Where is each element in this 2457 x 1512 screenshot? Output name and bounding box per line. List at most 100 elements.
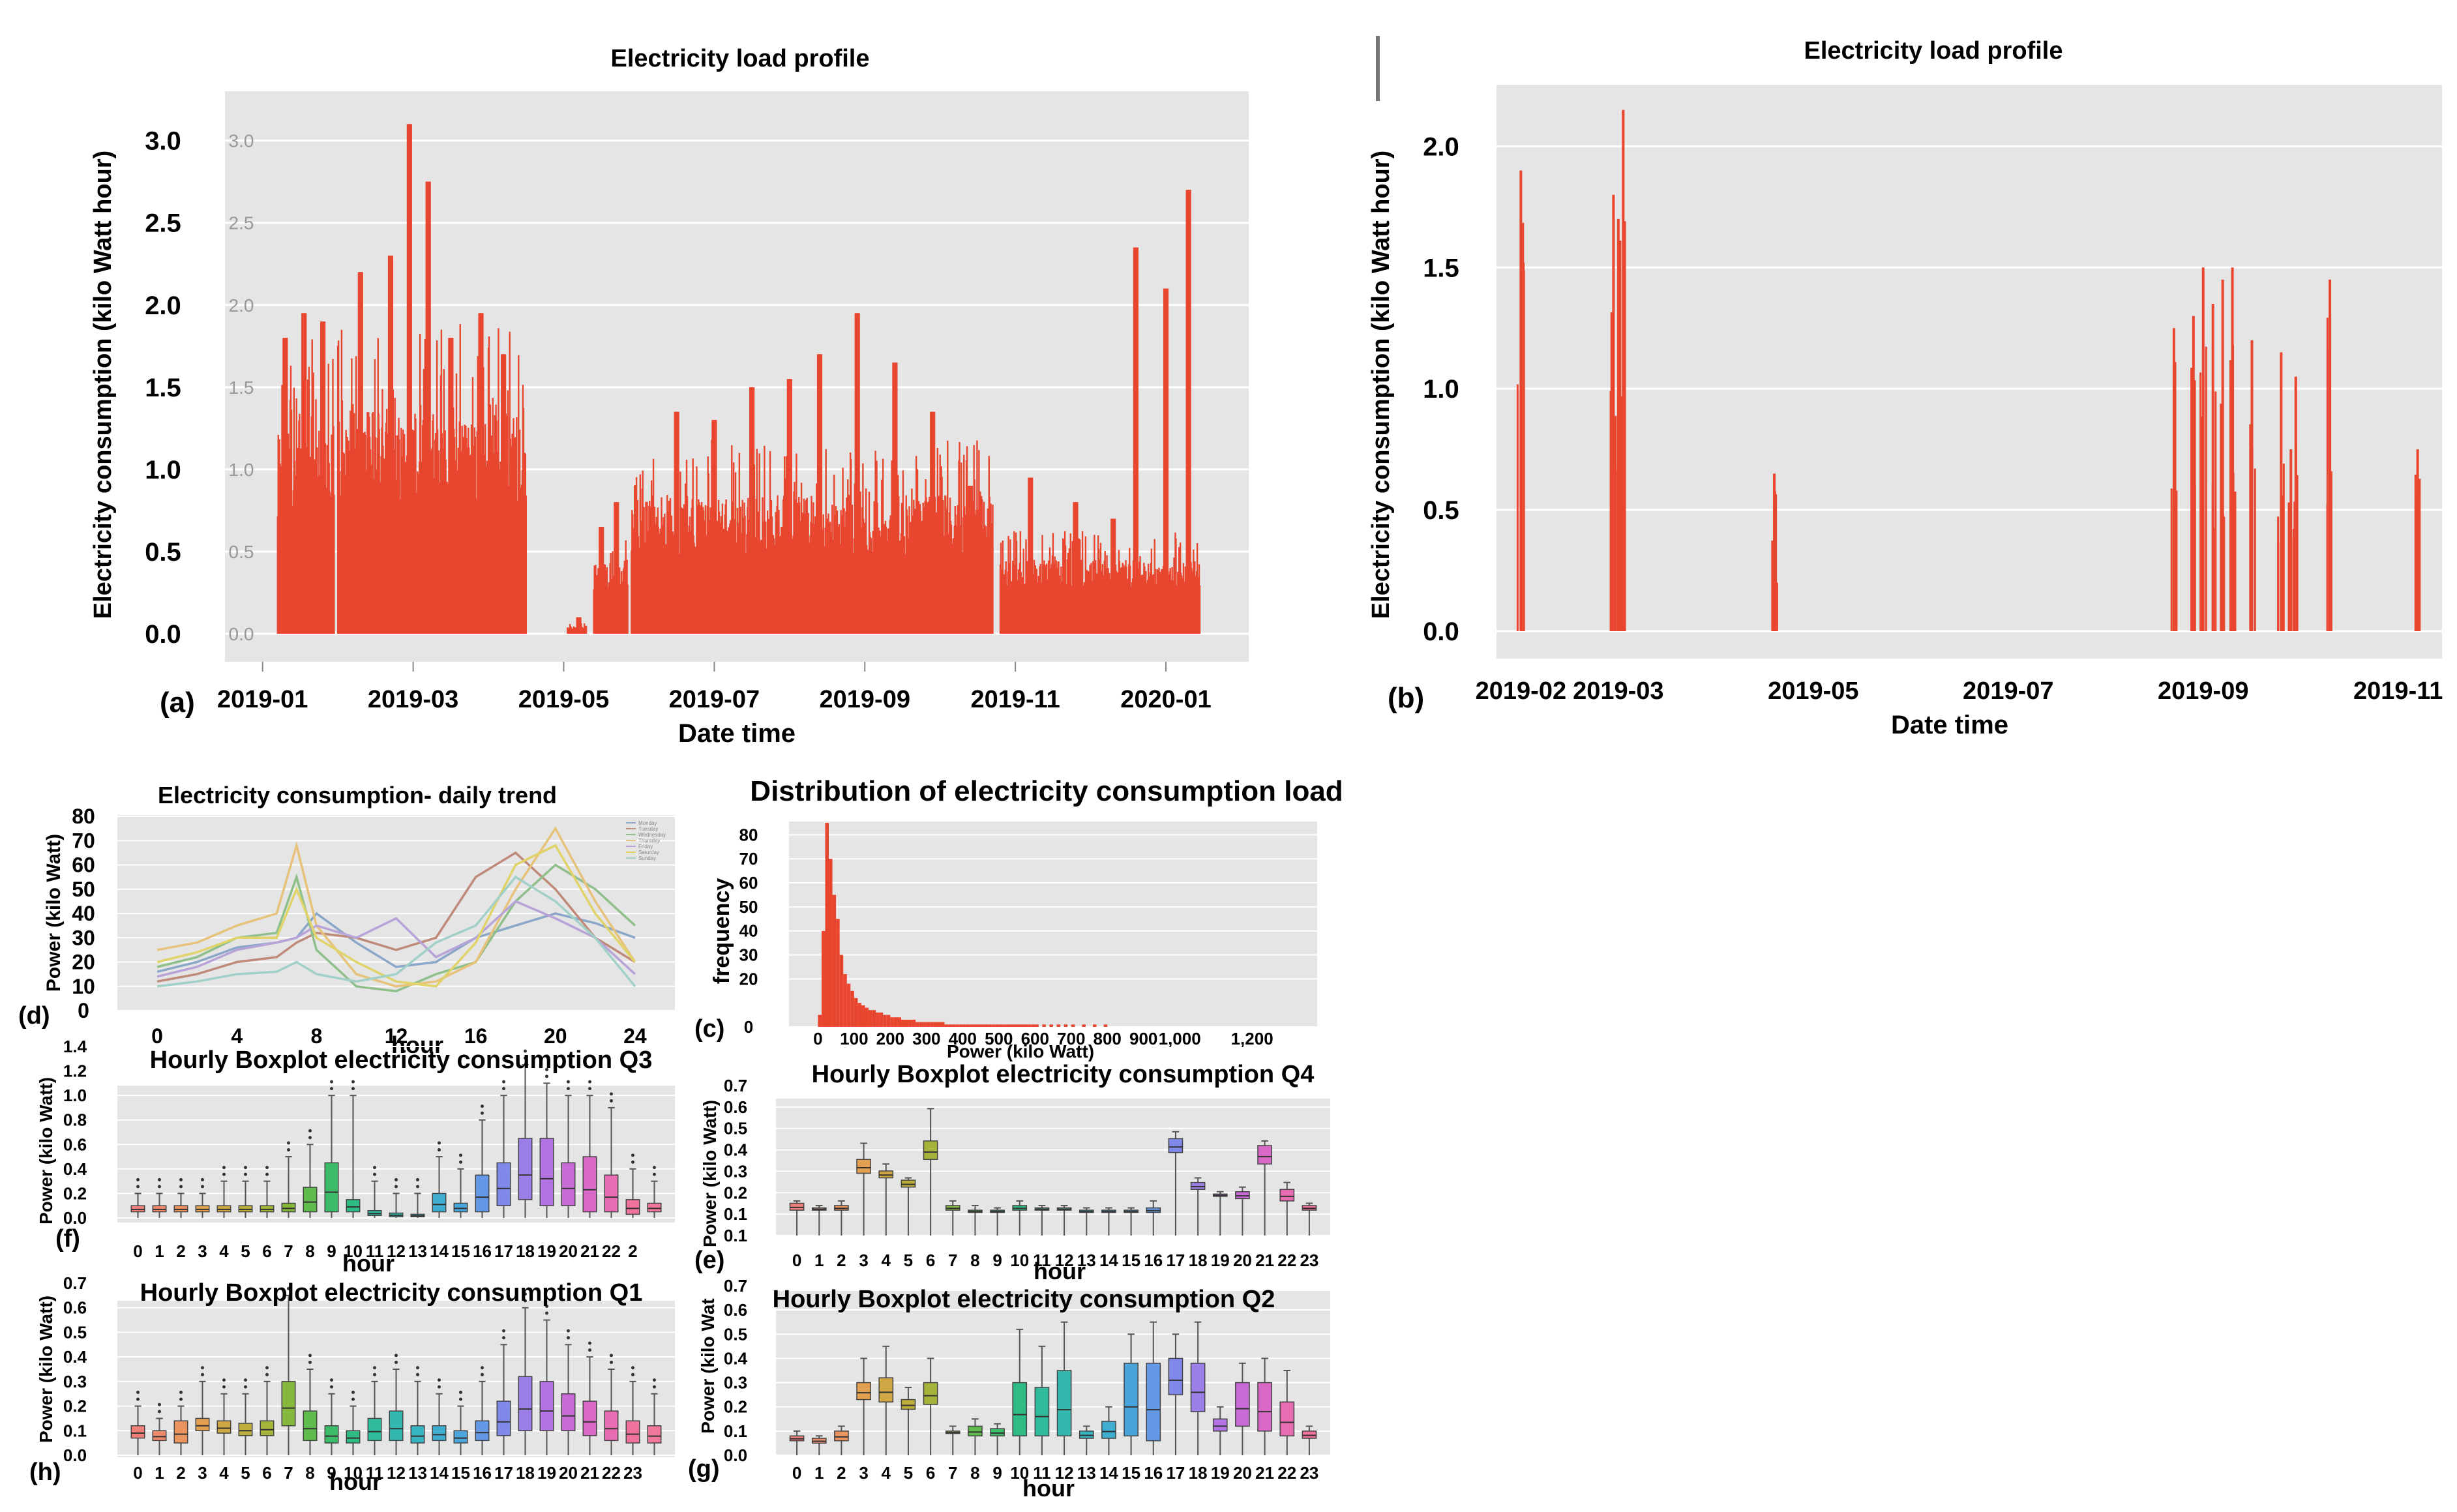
outlier [588, 1080, 591, 1084]
histogram-bar [933, 1022, 938, 1027]
box [496, 1401, 511, 1436]
histogram-bar [879, 1012, 884, 1027]
histogram-bar [919, 1022, 923, 1027]
outlier [524, 1049, 527, 1053]
box [475, 1174, 490, 1213]
x-tick-label: 13 [1077, 1463, 1096, 1483]
outlier [545, 1067, 548, 1071]
x-tick-label: 22 [1277, 1463, 1296, 1483]
x-tick-label: 3 [198, 1463, 207, 1483]
outlier [265, 1166, 269, 1170]
histogram-bar [883, 1015, 887, 1027]
box [152, 1430, 167, 1442]
outlier [545, 1075, 548, 1078]
y-tick-label: 0.7 [63, 1273, 87, 1293]
x-tick-label: 16 [473, 1241, 492, 1261]
outlier [201, 1185, 204, 1189]
histogram-bar [908, 1019, 912, 1027]
outlier [351, 1087, 355, 1091]
outlier [373, 1166, 376, 1170]
box [453, 1430, 468, 1444]
histogram-bar [951, 1024, 956, 1027]
histogram-bar [1028, 1024, 1032, 1027]
y-tick-label: 0.5 [145, 538, 181, 567]
outlier [201, 1372, 204, 1376]
y-tick-label: 0.5 [63, 1322, 87, 1342]
series-line [156, 851, 636, 983]
x-axis-label: Power (kilo Watt) [947, 1041, 1094, 1061]
histogram-bar [865, 1007, 869, 1027]
box [834, 1430, 849, 1442]
histogram-bar [988, 1024, 992, 1027]
box [1079, 1430, 1094, 1439]
x-axis-label: hour [329, 1468, 381, 1495]
y-tick-label: 0.0 [1423, 617, 1459, 646]
y-tick-label: 10 [72, 975, 95, 998]
x-tick-label: 1 [814, 1251, 824, 1270]
histogram-bar [991, 1024, 996, 1027]
y-tick-label: 80 [72, 805, 95, 828]
x-tick-label: 18 [516, 1241, 535, 1261]
outlier [222, 1385, 226, 1389]
chart-title: Electricity load profile [611, 45, 870, 72]
box [432, 1425, 447, 1442]
x-tick-label: 9 [992, 1251, 1002, 1270]
chart-g: 0.00.10.20.30.40.50.60.70 1 2 3 4 5 6 7 8 9 10 11 12… [688, 1276, 1330, 1502]
x-tick-label: 11 [1033, 1463, 1051, 1483]
outlier [201, 1178, 204, 1181]
box [1034, 1387, 1050, 1437]
x-axis-label: hour [391, 1031, 443, 1058]
box [1235, 1191, 1250, 1200]
y-tick-label: 20 [72, 951, 95, 974]
y-tick-label: 0.0 [145, 620, 181, 649]
y-axis-label: Power (kilo Watt) [700, 1100, 720, 1247]
box [410, 1425, 425, 1444]
x-tick-label: 19 [537, 1241, 556, 1261]
x-tick-label: 10 [344, 1241, 363, 1261]
outlier [610, 1360, 613, 1364]
x-tick-label: 22 [602, 1463, 621, 1483]
y-tick-label: 0.0 [63, 1208, 87, 1228]
x-tick-label: 15 [1122, 1251, 1140, 1270]
x-tick-label: 1,200 [1231, 1029, 1273, 1048]
x-tick-label: 3 [859, 1463, 868, 1483]
box [856, 1382, 871, 1401]
box [856, 1159, 871, 1174]
box [647, 1425, 662, 1444]
x-tick-label: 4 [231, 1024, 243, 1048]
box [1257, 1382, 1272, 1432]
outlier [179, 1185, 183, 1189]
box [968, 1425, 983, 1437]
histogram-bar [941, 1022, 945, 1027]
x-tick-label: 0 [133, 1241, 142, 1261]
box [1168, 1357, 1184, 1395]
x-tick-label: 6 [926, 1251, 935, 1270]
histogram-bar [1017, 1024, 1021, 1027]
y-tick-label: 0 [744, 1017, 753, 1037]
x-tick-label: 24 [623, 1024, 647, 1048]
x-tick-label: 700 [1057, 1029, 1085, 1048]
histogram-bar [937, 1022, 942, 1027]
box [1257, 1145, 1272, 1165]
histogram-bar [1049, 1024, 1053, 1027]
box [518, 1376, 533, 1432]
outlier [545, 1304, 548, 1308]
series-line [156, 826, 636, 988]
y-tick-label: 0.2 [724, 1183, 747, 1202]
x-tick-label: 20 [544, 1024, 567, 1048]
x-tick-label: 10 [1010, 1463, 1029, 1483]
x-tick-label: 1,000 [1159, 1029, 1201, 1048]
outlier [136, 1178, 140, 1181]
outlier [244, 1385, 247, 1389]
x-tick-label: 6 [262, 1241, 271, 1261]
histogram-bar [970, 1024, 974, 1027]
x-tick-label: 2019-01 [217, 686, 308, 713]
x-tick-label: 18 [1189, 1463, 1208, 1483]
box [539, 1381, 554, 1432]
x-tick-label: 12 [387, 1241, 406, 1261]
legend-label: Sunday [638, 855, 656, 861]
series-line [156, 844, 636, 988]
box [625, 1199, 640, 1215]
x-tick-label: 0 [792, 1251, 801, 1270]
